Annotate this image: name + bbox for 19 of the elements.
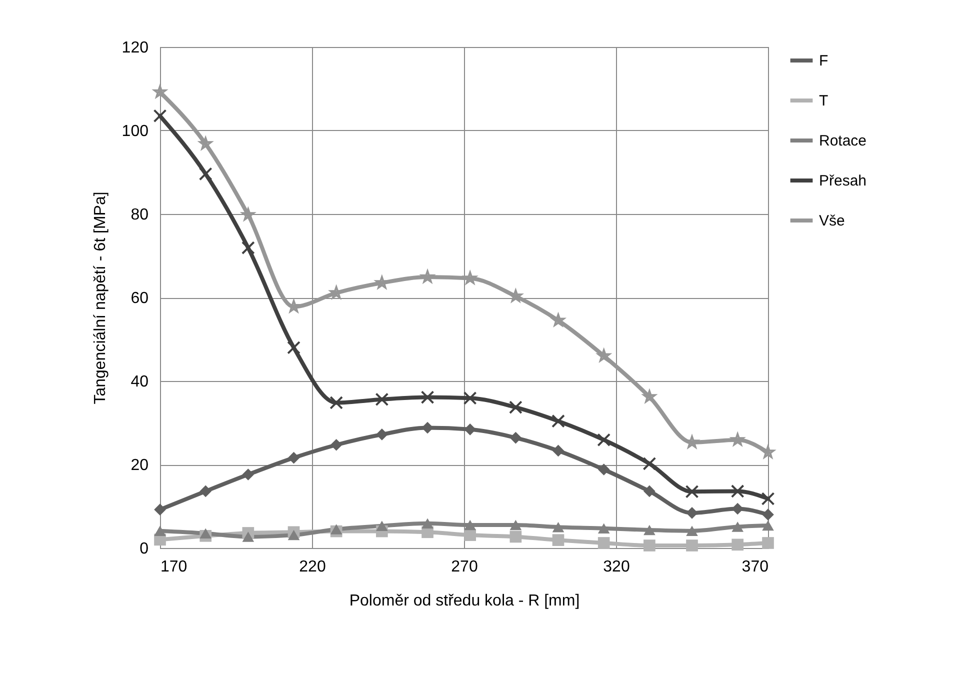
x-tick-label: 170 xyxy=(160,558,188,576)
y-tick-label: 60 xyxy=(130,290,149,307)
y-tick-label: 0 xyxy=(140,540,149,558)
legend-label: T xyxy=(819,92,828,110)
x-tick-label: 320 xyxy=(603,558,630,576)
y-axis-title: Tangenciální napětí - 6t [MPa] xyxy=(92,192,109,404)
legend-label: Přesah xyxy=(819,172,867,190)
y-tick-label: 20 xyxy=(130,457,149,474)
y-tick-label: 80 xyxy=(130,206,149,224)
x-tick-label: 370 xyxy=(742,558,769,576)
legend-label: Vše xyxy=(819,212,845,230)
legend-label: F xyxy=(819,52,828,70)
y-tick-label: 40 xyxy=(130,374,149,390)
y-tick-label: 100 xyxy=(122,123,149,140)
x-tick-label: 270 xyxy=(451,558,478,576)
x-tick-label: 220 xyxy=(299,558,326,576)
legend-label: Rotace xyxy=(819,132,867,150)
x-axis-title: Poloměr od středu kola - R [mm] xyxy=(349,592,580,610)
y-tick-label: 120 xyxy=(122,40,149,56)
